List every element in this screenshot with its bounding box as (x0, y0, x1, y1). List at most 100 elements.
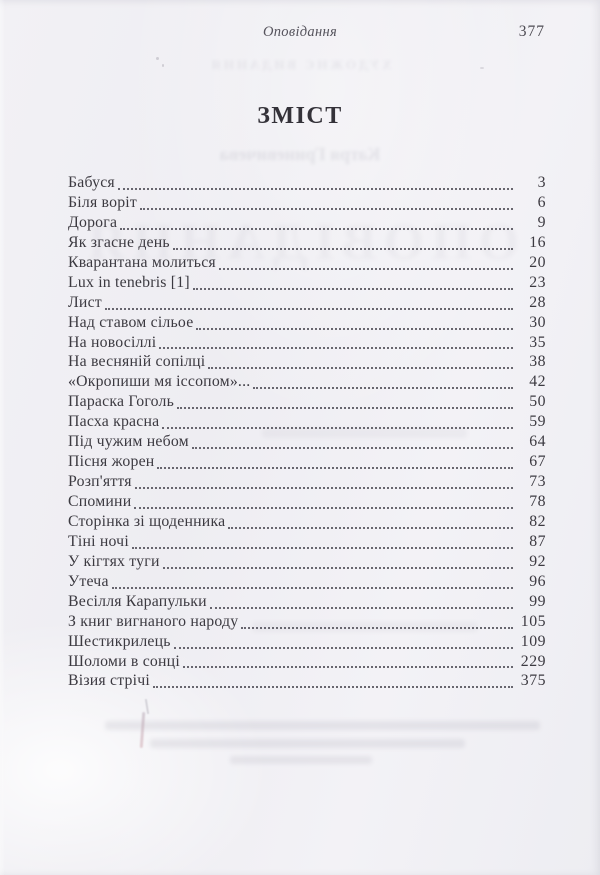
toc-entry: Лист 28 (68, 294, 546, 314)
toc-entry-title: Дорога (68, 213, 118, 231)
toc-entry: З книг вигнаного народу 105 (68, 613, 546, 633)
toc-entry-page: 38 (529, 353, 546, 371)
dot-leader (177, 407, 513, 410)
toc-entry-page: 64 (529, 433, 546, 451)
toc-entry: На весняній сопілці 38 (68, 353, 546, 373)
dot-leader (117, 187, 513, 190)
dot-leader (152, 686, 513, 689)
toc-entry: На новосіллі 35 (68, 334, 546, 354)
toc-entry-title: У кігтях туги (68, 552, 160, 570)
toc-entry-title: Утеча (68, 572, 109, 590)
toc-entry-title: Спомини (68, 493, 132, 510)
paper-speck (156, 57, 159, 60)
toc-entry-title: Бабуся (68, 174, 115, 191)
toc-entry-page: 73 (529, 473, 546, 491)
toc-entry: Тіні ночі 87 (68, 533, 546, 553)
toc-entry-page: 105 (520, 612, 546, 630)
dot-leader (228, 526, 513, 529)
dot-leader (253, 387, 513, 390)
toc-entry: Утеча 96 (68, 573, 546, 593)
toc-entry-page: 96 (529, 572, 546, 590)
toc-entry-page: 6 (537, 193, 546, 211)
paper-speck (480, 67, 484, 69)
dot-leader (191, 447, 513, 450)
showthrough-stripe (150, 739, 465, 748)
toc-entry-page: 229 (520, 652, 546, 670)
toc-entry-page: 9 (537, 213, 546, 231)
dot-leader (159, 347, 513, 350)
toc-entry-page: 50 (529, 393, 546, 411)
toc-entry: Сторінка зі щоденника 82 (68, 513, 546, 533)
showthrough-stripe (262, 428, 467, 438)
dot-leader (111, 586, 513, 589)
dot-leader (172, 247, 513, 250)
toc-entry: Бабуся 3 (68, 174, 546, 194)
toc-entry: Як згасне день 16 (68, 234, 546, 254)
toc-entry-page: 92 (529, 552, 546, 570)
toc-entry-title: Lux in tenebris [1] (68, 273, 190, 291)
toc-entry: «Окропиши мя іссопом»... 42 (68, 373, 546, 393)
toc-entry-page: 109 (520, 632, 546, 650)
dot-leader (140, 207, 513, 210)
toc-entry-title: Як згасне день (68, 233, 170, 251)
toc-entry-title: З книг вигнаного народу (68, 612, 239, 630)
toc-entry-page: 20 (529, 253, 546, 271)
toc-entry: Lux in tenebris [1] 23 (68, 274, 546, 294)
toc-entry-page: 16 (529, 233, 546, 251)
toc-entry-title: Під чужим небом (68, 433, 189, 451)
dot-leader (241, 626, 513, 629)
toc-entry-title: Сторінка зі щоденника (68, 512, 226, 530)
dot-leader (104, 307, 513, 310)
toc-entry-page: 87 (529, 532, 546, 550)
toc-entry: Розп'яття 73 (68, 473, 546, 493)
toc-entry: Біля воріт 6 (68, 194, 546, 214)
toc-entry-title: Шоломи в сонці (68, 652, 180, 670)
toc-entry-title: Пасха красна (68, 413, 160, 431)
toc-entry-title: Шестикрилець (68, 632, 171, 650)
toc-entry-title: Лист (68, 293, 102, 311)
showthrough-author-text: Катря Гриневичева (219, 144, 381, 164)
dot-leader (182, 666, 513, 669)
toc-entry: Дорога 9 (68, 214, 546, 234)
toc-entry-title: Весілля Карапульки (68, 592, 207, 610)
toc-entry: Шоломи в сонці 229 (68, 653, 546, 673)
toc-title: ЗМІСТ (257, 103, 343, 129)
page-number: 377 (518, 23, 545, 40)
toc-entry-title: «Окропиши мя іссопом»... (68, 373, 251, 391)
dot-leader (134, 487, 513, 489)
dot-leader (173, 646, 513, 649)
toc-entry: Кварантана молиться 20 (68, 254, 546, 274)
showthrough-stripe (105, 721, 540, 730)
showthrough-header-text: ХУДОЖНЄ ВИДАННЯ (208, 57, 392, 72)
showthrough-stripe (230, 756, 372, 764)
toc-entry-title: Біля воріт (68, 193, 137, 211)
dot-leader (192, 287, 513, 290)
pink-mark (139, 711, 146, 749)
toc-entry-page: 28 (529, 293, 546, 311)
dot-leader (120, 227, 513, 230)
toc-entry-title: Пісня жорен (68, 453, 155, 471)
dot-leader (162, 427, 513, 430)
toc-entry-page: 42 (529, 373, 546, 391)
toc-entry: Спомини 78 (68, 493, 546, 513)
toc-entry-page: 3 (537, 174, 546, 191)
toc-entry: Шестикрилець 109 (68, 633, 546, 653)
toc-entry-page: 67 (529, 453, 546, 471)
running-head-title: Оповідання (262, 24, 337, 40)
paper-speck (162, 64, 164, 67)
toc-entry-title: Розп'яття (68, 473, 132, 491)
toc-entry: Над ставом сільое 30 (68, 314, 546, 334)
toc-entry: Весілля Карапульки 99 (68, 593, 546, 613)
toc-entry-title: Параска Гоголь (68, 393, 175, 411)
toc-entry-page: 35 (529, 333, 546, 351)
toc-entry-title: Тіні ночі (68, 532, 129, 550)
toc-entry-page: 30 (529, 313, 546, 331)
toc-entry-title: Над ставом сільое (68, 313, 194, 331)
toc-entry-title: Кварантана молиться (68, 253, 216, 271)
toc-entry-page: 23 (529, 273, 546, 291)
dot-leader (208, 367, 513, 370)
dot-leader (218, 267, 513, 270)
showthrough-stripe (252, 622, 478, 632)
toc-entry-page: 59 (529, 413, 546, 431)
